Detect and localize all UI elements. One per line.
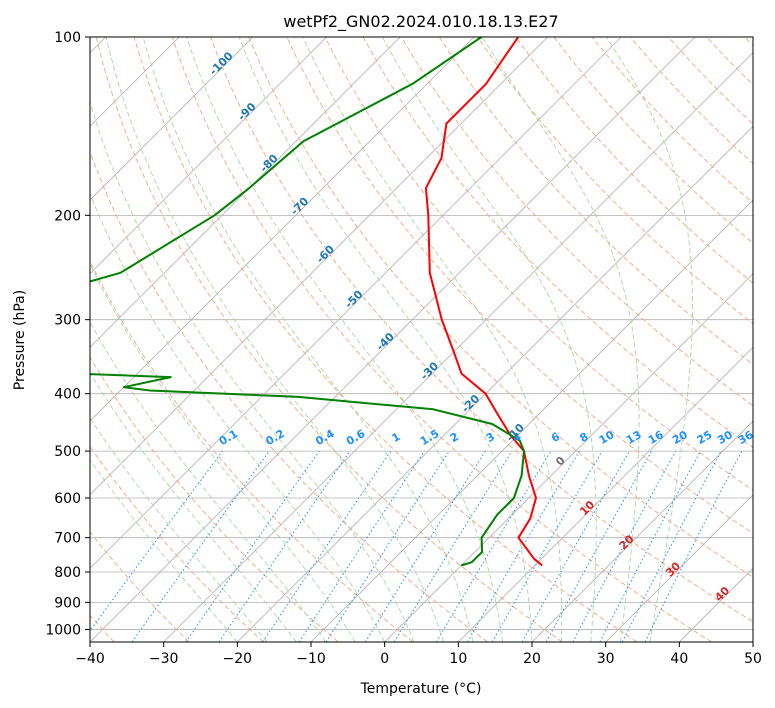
dry-adiabat-line: [515, 37, 753, 284]
moist-adiabat-line: [382, 37, 597, 642]
mixing-ratio-line: [521, 450, 630, 642]
chart-title: wetPf2_GN02.2024.010.18.13.E27: [283, 12, 558, 32]
isotherm-line: [90, 37, 401, 348]
isotherm-line: [90, 37, 254, 201]
y-tick-label: 600: [54, 491, 81, 507]
isotherm-line: [90, 37, 475, 422]
moist-adiabat-line: [481, 37, 640, 642]
y-axis-label: Pressure (hPa): [12, 290, 28, 390]
x-axis-label: Temperature (°C): [360, 681, 482, 697]
isotherm-line: [163, 52, 753, 642]
x-tick-label: 20: [523, 651, 541, 667]
dry-adiabat-line: [210, 37, 753, 623]
x-tick-label: −40: [75, 651, 105, 667]
mixing-ratio-line: [185, 450, 320, 642]
moist-adiabat-line: [302, 37, 563, 642]
grid: [90, 37, 753, 642]
x-tick-label: −10: [296, 651, 326, 667]
series-layer: [90, 37, 543, 567]
dry-adiabat-line: [439, 37, 753, 365]
moist-adiabat-line: [238, 37, 533, 642]
dewpoint-line: [90, 37, 525, 567]
isotherm-line: [90, 37, 696, 642]
y-tick-label: 800: [54, 565, 81, 581]
dry-adiabat-line: [90, 259, 414, 642]
dry-adiabat-line: [324, 37, 753, 491]
isotherm-line: [605, 494, 753, 642]
isotherm-line: [531, 420, 753, 642]
moist-adiabat-line: [90, 262, 356, 642]
dry-adiabat-line: [133, 37, 638, 642]
axis-ticks: −40 −30 −20 −10 0 10 20 30 40 50 100 200 300 400 500 60…: [45, 30, 762, 667]
x-tick-label: 0: [380, 651, 389, 667]
moist-adiabat-line: [142, 37, 474, 642]
dry-adiabat-line: [171, 37, 712, 642]
isotherm-line: [384, 273, 753, 642]
moist-adiabat-line: [105, 37, 445, 642]
dry-adiabat-line: [90, 531, 190, 642]
moist-adiabat-line: [186, 37, 503, 642]
mixing-ratio-line: [572, 450, 677, 642]
moist-adiabat-line: [606, 37, 693, 642]
isotherm-line: [458, 346, 753, 642]
mixing-ratio-line: [298, 450, 425, 642]
x-tick-label: 40: [670, 651, 688, 667]
temperature-line: [424, 37, 543, 567]
x-tick-label: 10: [449, 651, 467, 667]
moist-adiabat-line: [90, 459, 238, 642]
isotherm-line: [90, 37, 548, 496]
mixing-ratio-line: [218, 450, 351, 642]
x-tick-label: −20: [223, 651, 253, 667]
mixing-ratio-line: [393, 450, 513, 642]
y-tick-label: 1000: [45, 622, 81, 638]
moist-adiabat-line: [90, 417, 268, 642]
isotherm-line: [237, 125, 753, 642]
isotherm-line: [90, 37, 327, 275]
moist-adiabat-line: [90, 192, 386, 642]
dry-adiabat-line: [90, 356, 339, 642]
dry-adiabat-line: [90, 445, 264, 642]
y-tick-label: 300: [54, 313, 81, 329]
mixing-ratio-line: [325, 450, 450, 642]
x-tick-label: 30: [597, 651, 615, 667]
dry-adiabat-line: [95, 37, 563, 642]
mixing-ratio-line: [131, 450, 270, 642]
mixing-ratio-line: [644, 450, 743, 642]
y-tick-label: 900: [54, 595, 81, 611]
y-tick-label: 500: [54, 444, 81, 460]
dry-adiabat-line: [400, 37, 753, 407]
x-tick-label: −30: [149, 651, 179, 667]
mixing-ratio-line: [545, 450, 653, 642]
x-tick-label: 50: [744, 651, 762, 667]
plot-frame: [89, 36, 754, 643]
y-tick-label: 700: [54, 531, 81, 547]
y-tick-label: 200: [54, 208, 81, 224]
mixing-ratio-line: [262, 450, 392, 642]
isotherm-line: [90, 37, 622, 569]
y-tick-label: 100: [54, 30, 81, 46]
mixing-ratio-line: [90, 450, 223, 632]
dry-adiabat-line: [90, 150, 488, 642]
y-tick-label: 400: [54, 387, 81, 403]
dry-adiabat-line: [248, 37, 753, 578]
moist-adiabat-line: [90, 321, 327, 642]
